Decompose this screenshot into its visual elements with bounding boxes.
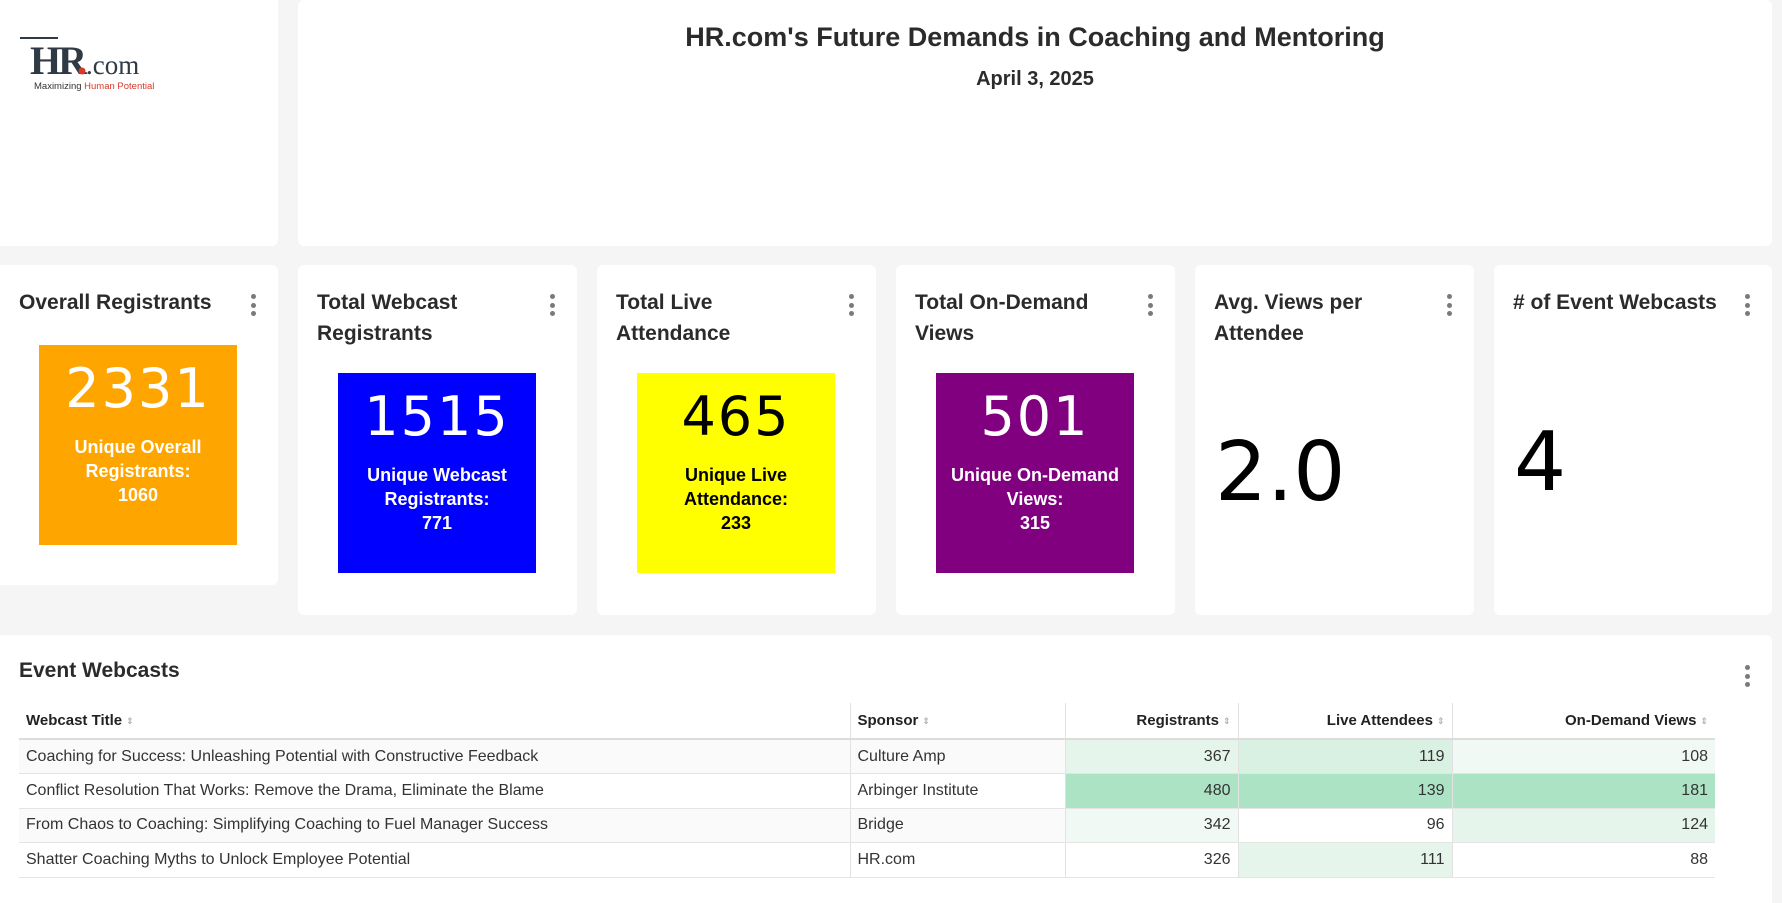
cell-live-attendees: 139 [1237,773,1452,809]
event-webcasts-table: Webcast Title ⇕ Sponsor ⇕ Registrants ⇕ Liv… [19,703,1715,878]
cell-sponsor: Arbinger Institute [849,773,1065,809]
table-row: From Chaos to Coaching: Simplifying Coac… [19,808,1715,843]
kpi-value: 1515 [364,385,510,448]
sort-icon[interactable]: ⇕ [126,716,134,727]
cell-registrants: 326 [1064,842,1238,878]
more-options-icon[interactable] [848,294,854,316]
cell-live-attendees: 96 [1237,808,1452,843]
sort-icon[interactable]: ⇕ [1700,716,1708,727]
cell-registrants: 342 [1064,808,1238,843]
table-header-row: Webcast Title ⇕ Sponsor ⇕ Registrants ⇕ Liv… [19,703,1715,740]
table-row: Conflict Resolution That Works: Remove t… [19,773,1715,809]
avg-views-value: 2.0 [1215,425,1346,520]
cell-sponsor: HR.com [849,842,1065,878]
kpi-sub-label: Unique On-Demand Views: [950,465,1119,509]
card-title: Overall Registrants [19,291,212,314]
table-row: Shatter Coaching Myths to Unlock Employe… [19,842,1715,878]
cell-on-demand-views: 108 [1451,739,1715,774]
kpi-sub-label: Unique Webcast Registrants: [367,465,507,509]
card-title: Total On-Demand Views [915,291,1089,345]
kpi-sub-value: 315 [1019,513,1051,533]
kpi-card-overall-registrants: Overall Registrants 2331 Unique Overall … [0,265,278,585]
header-panel: HR.com's Future Demands in Coaching and … [298,0,1772,246]
kpi-card-webcast-registrants: Total Webcast Registrants 1515 Unique We… [298,265,577,615]
card-title: Total Webcast Registrants [317,291,458,345]
kpi-sub-label: Unique Live Attendance: [683,465,788,509]
kpi-sub-label: Unique Overall Registrants: [74,437,202,481]
more-options-icon[interactable] [250,294,256,316]
kpi-tile: 465 Unique Live Attendance: 233 [637,373,835,573]
cell-sponsor: Culture Amp [849,739,1065,774]
more-options-icon[interactable] [1446,294,1452,316]
column-header-registrants[interactable]: Registrants ⇕ [1064,703,1238,740]
card-title: # of Event Webcasts [1513,291,1717,314]
card-title: Total Live Attendance [616,291,731,345]
svg-text:HR: HR [30,38,88,83]
page-date: April 3, 2025 [976,68,1094,90]
kpi-tile: 501 Unique On-Demand Views: 315 [936,373,1134,573]
kpi-sub-value: 233 [720,513,752,533]
kpi-card-avg-views: Avg. Views per Attendee 2.0 [1195,265,1474,615]
cell-webcast-title: Shatter Coaching Myths to Unlock Employe… [19,842,850,878]
column-header-webcast-title[interactable]: Webcast Title ⇕ [19,703,850,740]
cell-webcast-title: Conflict Resolution That Works: Remove t… [19,773,850,809]
hr-com-logo: HR .com Maximizing Human Potential [20,37,154,92]
event-webcasts-panel: Event Webcasts Webcast Title ⇕ Sponsor ⇕ R… [0,635,1772,903]
sort-icon[interactable]: ⇕ [1222,716,1231,727]
card-title: Avg. Views per Attendee [1214,291,1363,345]
cell-live-attendees: 119 [1237,739,1452,774]
cell-on-demand-views: 88 [1451,842,1715,878]
cell-live-attendees: 111 [1237,842,1452,878]
cell-registrants: 480 [1064,773,1238,809]
kpi-tile: 1515 Unique Webcast Registrants: 771 [338,373,536,573]
kpi-sub-value: 771 [421,513,453,533]
column-header-sponsor[interactable]: Sponsor ⇕ [849,703,1065,740]
cell-registrants: 367 [1064,739,1238,774]
table-row: Coaching for Success: Unleashing Potenti… [19,739,1715,774]
cell-webcast-title: Coaching for Success: Unleashing Potenti… [19,739,850,774]
kpi-sub-value: 1060 [117,485,159,505]
kpi-tile: 2331 Unique Overall Registrants: 1060 [39,345,237,545]
kpi-card-event-webcasts: # of Event Webcasts 4 [1494,265,1772,615]
cell-on-demand-views: 181 [1451,773,1715,809]
more-options-icon[interactable] [1147,294,1153,316]
event-webcasts-value: 4 [1514,415,1567,510]
kpi-card-on-demand-views: Total On-Demand Views 501 Unique On-Dema… [896,265,1175,615]
kpi-value: 2331 [65,357,211,420]
column-header-live-attendees[interactable]: Live Attendees ⇕ [1237,703,1452,740]
svg-text:Maximizing Human Potential: Maximizing Human Potential [34,81,154,92]
column-header-on-demand-views[interactable]: On-Demand Views ⇕ [1451,703,1715,740]
logo-panel: HR .com Maximizing Human Potential [0,0,278,246]
more-options-icon[interactable] [1744,665,1750,687]
cell-webcast-title: From Chaos to Coaching: Simplifying Coac… [19,808,850,843]
kpi-card-live-attendance: Total Live Attendance 465 Unique Live At… [597,265,876,615]
sort-icon[interactable]: ⇕ [1436,716,1445,727]
cell-on-demand-views: 124 [1451,808,1715,843]
page-title: HR.com's Future Demands in Coaching and … [685,22,1385,52]
more-options-icon[interactable] [549,294,555,316]
more-options-icon[interactable] [1744,294,1750,316]
table-title: Event Webcasts [19,659,180,682]
svg-text:.com: .com [86,50,139,80]
sort-icon[interactable]: ⇕ [922,716,930,727]
kpi-value: 501 [980,385,1090,448]
kpi-value: 465 [681,385,791,448]
cell-sponsor: Bridge [849,808,1065,843]
